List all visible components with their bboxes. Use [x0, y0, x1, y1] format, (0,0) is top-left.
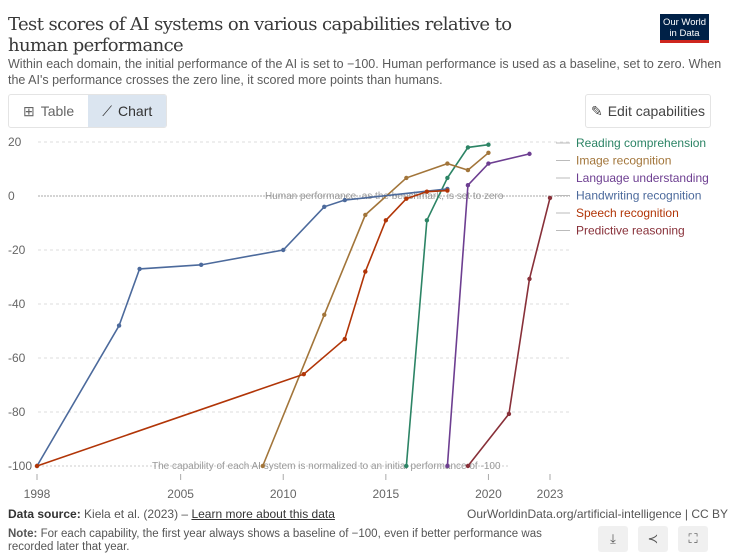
data-point [486, 150, 491, 155]
series-line-predictive-reasoning [467, 197, 551, 467]
data-point [383, 218, 389, 223]
data-point [404, 463, 409, 469]
data-point [198, 262, 204, 268]
data-point [363, 269, 368, 274]
data-point [260, 463, 265, 469]
view-tabs: ⊞ Table ⟋ Chart [8, 94, 168, 128]
data-point [342, 197, 347, 203]
y-tick-label: 0 [8, 189, 15, 203]
fullscreen-button[interactable]: ⛶ [678, 526, 708, 552]
data-point [486, 142, 491, 147]
download-button[interactable]: ⤓ [598, 526, 628, 552]
data-point [465, 463, 471, 469]
data-point [547, 195, 553, 201]
x-tick-label: 2023 [537, 487, 564, 501]
data-point [116, 323, 122, 328]
data-point [506, 411, 512, 417]
data-point [281, 247, 286, 253]
share-button[interactable]: ≺ [638, 526, 668, 552]
series-line-language-understanding [446, 153, 530, 467]
y-tick-label: 20 [8, 135, 22, 149]
y-tick-label: -100 [8, 459, 32, 473]
legend-label: Reading comprehension [576, 136, 706, 150]
note: Note: For each capability, the first yea… [8, 528, 588, 554]
data-point [445, 175, 450, 181]
data-point [445, 463, 450, 469]
series-line-handwriting-recognition [36, 188, 448, 467]
y-tick-label: -60 [8, 351, 26, 365]
series-line-speech-recognition [36, 189, 448, 467]
x-tick-label: 2005 [167, 487, 194, 501]
data-point [322, 312, 327, 317]
legend-label: Language understanding [576, 171, 709, 185]
data-point [363, 212, 368, 218]
data-point [465, 167, 471, 173]
chart-subtitle: Within each domain, the initial performa… [8, 57, 722, 87]
data-point [424, 189, 430, 194]
x-tick-label: 2020 [475, 487, 502, 501]
source-label: Data source: [8, 507, 81, 521]
pencil-icon: ✎ [590, 102, 603, 119]
fullscreen-icon: ⛶ [688, 531, 698, 546]
tab-table-label: Table [40, 103, 75, 119]
data-point [404, 196, 409, 201]
source-text: Kiela et al. (2023) – [84, 507, 189, 521]
download-icon: ⤓ [610, 531, 616, 546]
data-point [527, 151, 532, 157]
data-point [34, 463, 40, 469]
legend-label: Handwriting recognition [576, 189, 701, 203]
y-tick-label: -80 [8, 405, 26, 419]
owid-logo[interactable]: Our World in Data [660, 14, 709, 43]
legend-label: Predictive reasoning [576, 224, 685, 238]
data-point [527, 276, 532, 282]
tab-chart-label: Chart [118, 103, 153, 119]
owid-link[interactable]: OurWorldinData.org/artificial-intelligen… [467, 507, 728, 521]
legend-label: Speech recognition [576, 206, 679, 220]
data-point [137, 266, 142, 272]
x-tick-label: 2015 [372, 487, 399, 501]
tab-table[interactable]: ⊞ Table [9, 95, 88, 127]
y-tick-label: -40 [8, 297, 26, 311]
y-tick-label: -20 [8, 243, 26, 257]
edit-capabilities-label: Edit capabilities [607, 103, 705, 119]
chart-title: Test scores of AI systems on various cap… [8, 14, 512, 56]
data-point [465, 183, 471, 188]
data-point [486, 161, 491, 166]
note-text: For each capability, the first year alwa… [8, 528, 542, 553]
data-point [342, 336, 347, 342]
edit-capabilities-button[interactable]: ✎ Edit capabilities [585, 94, 711, 128]
share-icon: ≺ [647, 531, 659, 546]
data-point [404, 175, 409, 181]
line-chart-icon: ⟋ [102, 102, 113, 119]
legend-label: Image recognition [576, 154, 671, 168]
data-point [445, 188, 450, 193]
baseline-annotation: The capability of each AI system is norm… [152, 461, 501, 472]
note-label: Note: [8, 528, 38, 540]
footer: Data source: Kiela et al. (2023) – Learn… [8, 507, 728, 521]
data-point [445, 161, 450, 166]
data-point [465, 145, 471, 150]
x-tick-label: 2010 [270, 487, 297, 501]
table-icon: ⊞ [23, 102, 35, 119]
data-point [424, 218, 430, 223]
data-point [322, 204, 327, 209]
x-tick-label: 1998 [24, 487, 51, 501]
tab-chart[interactable]: ⟋ Chart [88, 95, 167, 127]
learn-more-link[interactable]: Learn more about this data [191, 507, 335, 521]
data-point [301, 372, 306, 377]
